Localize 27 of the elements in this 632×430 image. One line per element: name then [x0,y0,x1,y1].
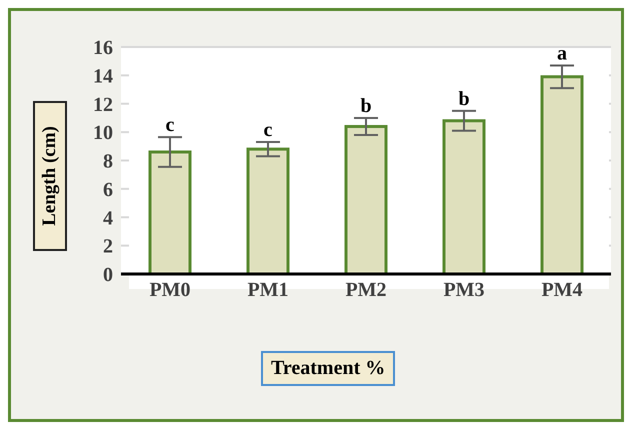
y-tick-label: 0 [103,264,113,286]
x-tick-label: PM2 [345,279,387,302]
x-tick-label: PM3 [443,279,485,302]
bar [148,150,192,274]
annotation: b [360,94,372,117]
annotation: a [557,42,567,64]
x-tick-label: PM1 [247,279,289,302]
y-tick-label: 8 [103,150,113,173]
annotation: c [264,119,273,142]
y-axis-title: Length (cm) [39,126,61,226]
x-tick-label: PM4 [541,279,583,302]
y-tick-label: 4 [103,207,113,230]
annotation: c [166,114,175,136]
y-tick-label: 14 [93,65,113,88]
bar [246,148,290,274]
bar [344,124,388,274]
y-tick-label: 12 [93,94,113,116]
y-tick-label: 16 [93,37,113,60]
y-tick-label: 2 [103,236,113,258]
y-axis-title-box: Length (cm) [33,101,67,251]
y-tick-label: 6 [103,178,113,201]
annotation: b [458,88,470,110]
x-tick-label: PM0 [149,279,191,302]
y-tick-label: 10 [93,122,113,144]
bar [540,75,584,274]
x-axis-title-box: Treatment % [261,351,396,386]
bar [442,119,486,274]
